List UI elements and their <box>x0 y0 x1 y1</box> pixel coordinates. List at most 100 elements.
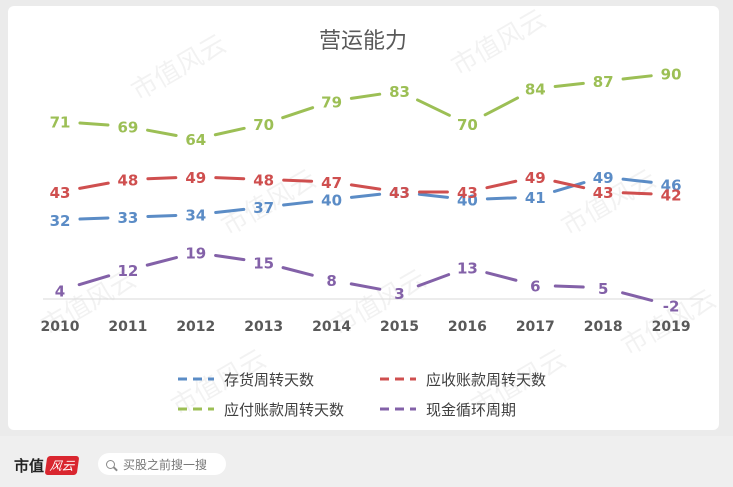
series-line-segment <box>621 177 653 184</box>
data-label: 43 <box>593 184 614 202</box>
series-line-segment <box>213 126 246 137</box>
data-label: 6 <box>530 277 540 295</box>
series-line-segment <box>349 183 382 191</box>
chart-title: 营运能力 <box>319 29 407 54</box>
series-line-segment <box>553 179 586 190</box>
series-line-segment <box>146 213 178 218</box>
data-label: 48 <box>117 171 138 189</box>
data-label: 46 <box>661 176 682 194</box>
series-line-segment <box>281 266 314 277</box>
data-label: 90 <box>661 66 682 84</box>
search-icon <box>106 459 115 469</box>
legend-item[interactable]: 现金循环周期 <box>380 401 516 419</box>
legend-label: 应收账款周转天数 <box>426 371 546 389</box>
legend-label: 存货周转天数 <box>224 371 314 389</box>
x-tick-label: 2010 <box>41 319 80 335</box>
series-lines <box>77 74 654 302</box>
series-line-segment <box>553 81 585 89</box>
series-line-segment <box>483 96 520 117</box>
series-line-segment <box>349 282 382 291</box>
series-line-segment <box>621 291 654 302</box>
series-line-segment <box>282 178 314 183</box>
data-label: 43 <box>50 184 71 202</box>
data-label: 49 <box>593 169 614 187</box>
series-line-segment <box>349 92 382 100</box>
series-line-segment <box>621 74 653 81</box>
data-label: 71 <box>50 113 71 131</box>
data-label: 49 <box>185 169 206 187</box>
search-box[interactable]: 买股之前搜一搜 <box>98 453 226 475</box>
data-label: 79 <box>321 93 342 111</box>
series-line-segment <box>78 181 110 190</box>
series-line-segment <box>416 273 451 288</box>
series-line-segment <box>282 200 314 207</box>
data-label: 43 <box>389 184 410 202</box>
data-label: 4 <box>55 282 65 300</box>
series-line-segment <box>552 181 586 193</box>
chart-card: 市值风云 市值风云 市值风云 市值风云 市值风云 市值风云 市值风云 市值风云 市值风云 营运能… <box>8 6 719 430</box>
legend-label: 现金循环周期 <box>426 401 516 419</box>
brand-text: 市值 <box>14 456 45 475</box>
brand-logo[interactable]: 市值 风云 <box>14 454 80 476</box>
series-line-segment <box>553 284 585 289</box>
data-label: 5 <box>598 280 608 298</box>
x-axis-tick-labels: 2010 2011 2012 2013 2014 2015 2016 2017 2018 2019 <box>41 319 691 335</box>
legend-item[interactable]: 应收账款周转天数 <box>380 371 546 389</box>
series-line-segment <box>214 207 246 215</box>
data-label: 19 <box>185 245 206 263</box>
data-label: 33 <box>117 209 138 227</box>
data-label: 49 <box>525 169 546 187</box>
search-placeholder: 买股之前搜一搜 <box>123 457 208 472</box>
bottom-bar: 市值 风云 买股之前搜一搜 <box>0 436 733 487</box>
data-label: 3 <box>394 285 404 303</box>
legend-item[interactable]: 存货周转天数 <box>178 371 314 389</box>
data-label: 40 <box>321 192 342 210</box>
data-label: 70 <box>253 116 274 134</box>
series-line-segment <box>146 176 178 181</box>
watermark-text: 市值风云 <box>447 6 552 82</box>
data-label: 84 <box>525 81 546 99</box>
watermark-text: 市值风云 <box>127 29 232 107</box>
series-line-segment <box>146 128 178 137</box>
data-label: 8 <box>326 272 336 290</box>
x-tick-label: 2013 <box>244 319 283 335</box>
data-label: 47 <box>321 174 342 192</box>
data-label: 15 <box>253 255 274 273</box>
series-line-segment <box>417 192 450 199</box>
data-label: 48 <box>253 171 274 189</box>
data-label: 64 <box>185 131 206 149</box>
series-line-segment <box>145 256 178 267</box>
series-line-segment <box>214 253 246 262</box>
data-label: 69 <box>117 119 138 137</box>
series-line-segment <box>78 216 110 221</box>
data-label: 13 <box>457 260 478 278</box>
series-line-segment <box>485 179 518 190</box>
data-label: 42 <box>661 187 682 205</box>
data-label: 87 <box>593 73 614 91</box>
x-tick-label: 2017 <box>516 319 555 335</box>
x-tick-label: 2015 <box>380 319 419 335</box>
series-line-segment <box>621 191 653 196</box>
data-label: 41 <box>525 189 546 207</box>
x-tick-label: 2018 <box>584 319 623 335</box>
series-line-segment <box>349 192 382 199</box>
series-line-segment <box>77 274 111 287</box>
series-line-segment <box>78 121 110 127</box>
brand-badge: 风云 <box>44 455 80 475</box>
x-tick-label: 2012 <box>176 319 215 335</box>
series-line-segment <box>281 106 315 120</box>
data-label: 37 <box>253 199 274 217</box>
data-label: 12 <box>117 262 138 280</box>
data-label: -2 <box>663 297 680 315</box>
data-label: 43 <box>389 184 410 202</box>
data-label: 34 <box>185 207 206 225</box>
x-tick-label: 2016 <box>448 319 487 335</box>
data-label: 70 <box>457 116 478 134</box>
series-line-segment <box>485 196 517 201</box>
series-line-segment <box>416 98 451 117</box>
data-label: 43 <box>457 184 478 202</box>
legend-item[interactable]: 应付账款周转天数 <box>178 401 344 419</box>
